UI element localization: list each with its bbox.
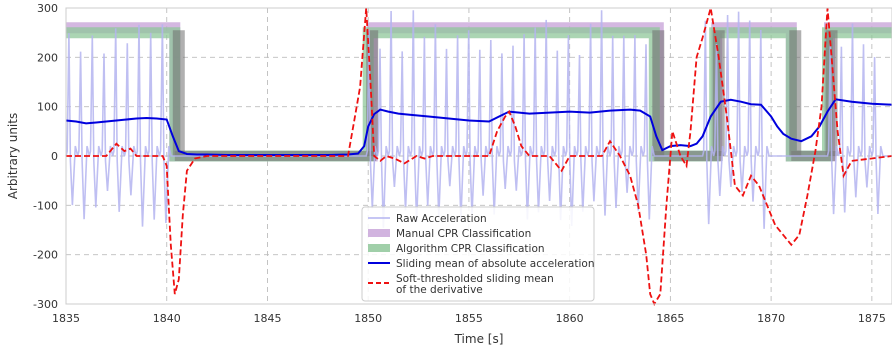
- legend-label: Sliding mean of absolute acceleration: [396, 258, 594, 270]
- derivative-line: [66, 7, 892, 306]
- x-tick-label: 1875: [858, 312, 886, 325]
- y-axis-label: Arbitrary units: [6, 113, 20, 199]
- sliding-mean-line: [65, 98, 892, 156]
- legend-label: Soft-thresholded sliding mean: [396, 273, 554, 285]
- y-tick-label: -200: [33, 249, 58, 262]
- y-tick-label: -100: [33, 199, 58, 212]
- sliding-mean-series: [65, 98, 892, 156]
- legend-entry: Sliding mean of absolute acceleration: [368, 258, 594, 270]
- x-axis-label: Time [s]: [454, 332, 504, 346]
- x-tick-label: 1840: [153, 312, 181, 325]
- y-tick-label: 200: [37, 51, 58, 64]
- y-tick-label: 0: [51, 150, 58, 163]
- raw-acceleration-series: [65, 10, 892, 229]
- legend-entry: Algorithm CPR Classification: [368, 243, 545, 255]
- legend-label-line2: of the derivative: [396, 284, 483, 296]
- y-tick-label: 100: [37, 101, 58, 114]
- legend-entry: Raw Acceleration: [368, 213, 487, 225]
- raw-acceleration-line: [65, 10, 892, 229]
- legend-entry: Manual CPR Classification: [368, 228, 531, 240]
- x-tick-label: 1870: [757, 312, 785, 325]
- derivative-series: [66, 7, 892, 306]
- legend: Raw Acceleration Manual CPR Classificatio…: [361, 206, 595, 302]
- x-tick-label: 1845: [253, 312, 281, 325]
- legend-box: [361, 206, 595, 302]
- x-tick-labels: 1835 1840 1845 1850 1855 1860 1865 1870 1875: [52, 312, 886, 325]
- x-tick-label: 1835: [52, 312, 80, 325]
- legend-entry: Soft-thresholded sliding mean of the der…: [368, 273, 554, 296]
- legend-label: Manual CPR Classification: [396, 228, 531, 240]
- legend-label: Algorithm CPR Classification: [396, 243, 545, 255]
- x-tick-label: 1850: [354, 312, 382, 325]
- x-tick-label: 1855: [455, 312, 483, 325]
- x-tick-label: 1860: [556, 312, 584, 325]
- x-tick-label: 1865: [656, 312, 684, 325]
- y-tick-labels: -300 -200 -100 0 100 200 300: [33, 2, 58, 311]
- legend-label: Raw Acceleration: [396, 213, 487, 225]
- plot-frame: [65, 7, 892, 305]
- y-tick-label: 300: [37, 2, 58, 15]
- y-tick-label: -300: [33, 298, 58, 311]
